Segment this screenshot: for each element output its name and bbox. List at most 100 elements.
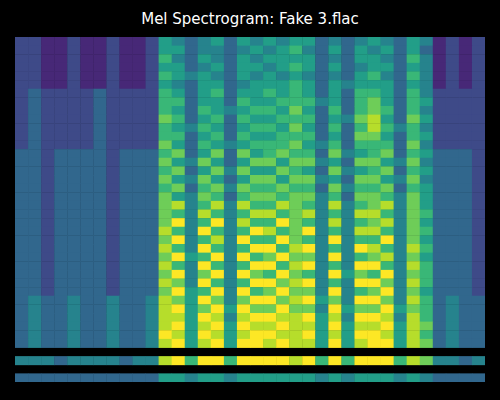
- heatmap-cell: [54, 313, 67, 322]
- heatmap-cell: [315, 184, 328, 193]
- heatmap-cell: [185, 46, 198, 55]
- heatmap-cell: [433, 304, 446, 313]
- heatmap-cell: [420, 192, 433, 201]
- heatmap-cell: [381, 313, 394, 322]
- heatmap-cell: [211, 304, 224, 313]
- heatmap-cell: [263, 132, 276, 141]
- heatmap-cell: [119, 322, 132, 331]
- heatmap-cell: [237, 330, 250, 339]
- heatmap-cell: [472, 218, 485, 227]
- heatmap-cell: [472, 261, 485, 270]
- heatmap-cell: [302, 80, 315, 89]
- heatmap-cell: [93, 330, 106, 339]
- heatmap-cell: [446, 166, 459, 175]
- heatmap-cell: [80, 270, 93, 279]
- heatmap-cell: [354, 356, 367, 365]
- heatmap-cell: [172, 37, 185, 46]
- heatmap-cell: [28, 261, 41, 270]
- heatmap-cell: [368, 37, 381, 46]
- heatmap-cell: [368, 158, 381, 167]
- heatmap-cell: [433, 313, 446, 322]
- heatmap-cell: [328, 54, 341, 63]
- heatmap-cell: [472, 287, 485, 296]
- heatmap-cell: [237, 106, 250, 115]
- heatmap-cell: [459, 313, 472, 322]
- heatmap-cell: [198, 184, 211, 193]
- heatmap-cell: [263, 356, 276, 365]
- heatmap-cell: [341, 339, 354, 348]
- heatmap-cell: [133, 132, 146, 141]
- heatmap-cell: [315, 37, 328, 46]
- heatmap-cell: [459, 149, 472, 158]
- heatmap-cell: [237, 287, 250, 296]
- heatmap-cell: [146, 244, 159, 253]
- heatmap-cell: [341, 322, 354, 331]
- heatmap-cell: [133, 166, 146, 175]
- heatmap-cell: [41, 235, 54, 244]
- heatmap-cell: [41, 192, 54, 201]
- heatmap-cell: [146, 296, 159, 305]
- heatmap-cell: [15, 89, 28, 98]
- heatmap-cell: [433, 63, 446, 72]
- heatmap-cell: [459, 106, 472, 115]
- heatmap-cell: [41, 123, 54, 132]
- heatmap-cell: [146, 63, 159, 72]
- heatmap-cell: [420, 304, 433, 313]
- heatmap-cell: [328, 72, 341, 81]
- heatmap-cell: [159, 244, 172, 253]
- heatmap-cell: [67, 356, 80, 365]
- heatmap-cell: [341, 330, 354, 339]
- heatmap-cell: [407, 330, 420, 339]
- heatmap-cell: [146, 210, 159, 219]
- heatmap-cell: [185, 304, 198, 313]
- heatmap-cell: [394, 175, 407, 184]
- heatmap-cell: [407, 296, 420, 305]
- heatmap-cell: [459, 339, 472, 348]
- heatmap-cell: [133, 244, 146, 253]
- heatmap-cell: [80, 261, 93, 270]
- heatmap-cell: [472, 253, 485, 262]
- heatmap-cell: [172, 261, 185, 270]
- heatmap-cell: [67, 192, 80, 201]
- heatmap-cell: [119, 279, 132, 288]
- heatmap-cell: [67, 106, 80, 115]
- heatmap-cell: [250, 184, 263, 193]
- heatmap-cell: [472, 279, 485, 288]
- heatmap-cell: [381, 141, 394, 150]
- heatmap-cell: [146, 106, 159, 115]
- heatmap-cell: [198, 89, 211, 98]
- heatmap-cell: [341, 149, 354, 158]
- heatmap-cell: [237, 54, 250, 63]
- chart: Mel Spectrogram: Fake 3.flac: [0, 0, 500, 400]
- heatmap-cell: [80, 244, 93, 253]
- heatmap-cell: [289, 261, 302, 270]
- heatmap-cell: [67, 46, 80, 55]
- heatmap-cell: [67, 322, 80, 331]
- heatmap-cell: [276, 54, 289, 63]
- heatmap-cell: [159, 270, 172, 279]
- heatmap-cell: [263, 54, 276, 63]
- heatmap-cell: [381, 123, 394, 132]
- heatmap-cell: [211, 373, 224, 382]
- heatmap-cell: [328, 132, 341, 141]
- heatmap-cell: [198, 270, 211, 279]
- heatmap-cell: [93, 46, 106, 55]
- heatmap-cell: [224, 106, 237, 115]
- heatmap-cell: [41, 89, 54, 98]
- heatmap-cell: [289, 322, 302, 331]
- heatmap-cell: [263, 304, 276, 313]
- heatmap-cell: [15, 46, 28, 55]
- heatmap-cell: [354, 115, 367, 124]
- heatmap-cell: [250, 279, 263, 288]
- heatmap-cell: [80, 339, 93, 348]
- heatmap-cell: [420, 89, 433, 98]
- heatmap-cell: [276, 322, 289, 331]
- heatmap-cell: [263, 279, 276, 288]
- heatmap-cell: [133, 296, 146, 305]
- heatmap-cell: [263, 149, 276, 158]
- heatmap-cell: [328, 106, 341, 115]
- heatmap-cell: [368, 149, 381, 158]
- heatmap-cell: [276, 253, 289, 262]
- heatmap-cell: [354, 210, 367, 219]
- heatmap-cell: [315, 192, 328, 201]
